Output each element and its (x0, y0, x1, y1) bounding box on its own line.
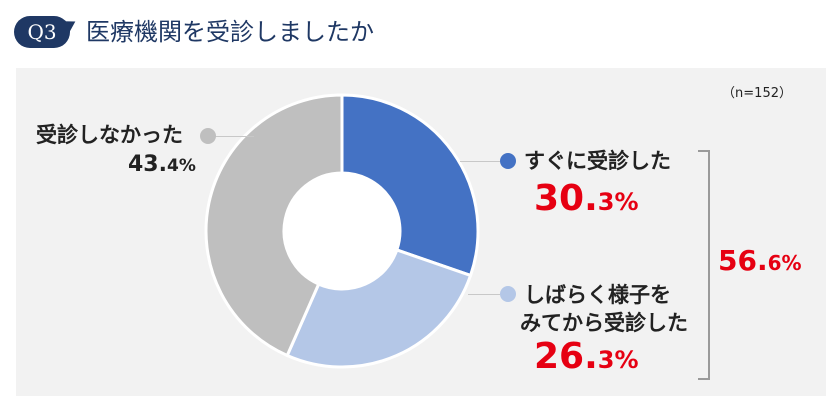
value-waited-dec: 3% (597, 346, 639, 374)
value-immediate: 30.3% (534, 178, 639, 219)
sample-size: （n=152） (722, 86, 792, 101)
group-bracket (698, 150, 710, 380)
leader-line-waited (468, 294, 500, 295)
legend-dot-waited (500, 286, 516, 302)
value-not-visited-dec: 4% (166, 156, 196, 176)
donut-chart (204, 93, 480, 369)
donut-hole (284, 173, 400, 289)
group-total-dec: 6% (767, 251, 802, 275)
value-not-visited: 43.4% (128, 152, 196, 177)
value-waited: 26.3% (534, 336, 639, 377)
label-waited-line1: しばらく様子を (524, 283, 671, 307)
leader-line-immediate (460, 161, 500, 162)
group-total-int: 56. (718, 244, 768, 277)
leader-line-not-visited (214, 136, 254, 137)
value-not-visited-int: 43. (128, 152, 167, 177)
value-immediate-int: 30. (534, 178, 598, 219)
header: Q3 医療機関を受診しましたか (0, 0, 840, 62)
label-not-visited: 受診しなかった (36, 123, 183, 147)
page-title: 医療機関を受診しましたか (86, 18, 374, 46)
legend-dot-immediate (500, 153, 516, 169)
question-badge: Q3 (14, 16, 70, 48)
label-waited-line2: みてから受診した (520, 311, 688, 335)
value-waited-int: 26. (534, 336, 598, 377)
chart-panel: （n=152） 受診しなかった 43.4% すぐに受診した 30.3% しばらく… (16, 68, 826, 396)
legend-dot-not-visited (200, 128, 216, 144)
label-immediate: すぐに受診した (524, 149, 671, 173)
value-immediate-dec: 3% (597, 188, 639, 216)
group-total: 56.6% (718, 244, 802, 277)
